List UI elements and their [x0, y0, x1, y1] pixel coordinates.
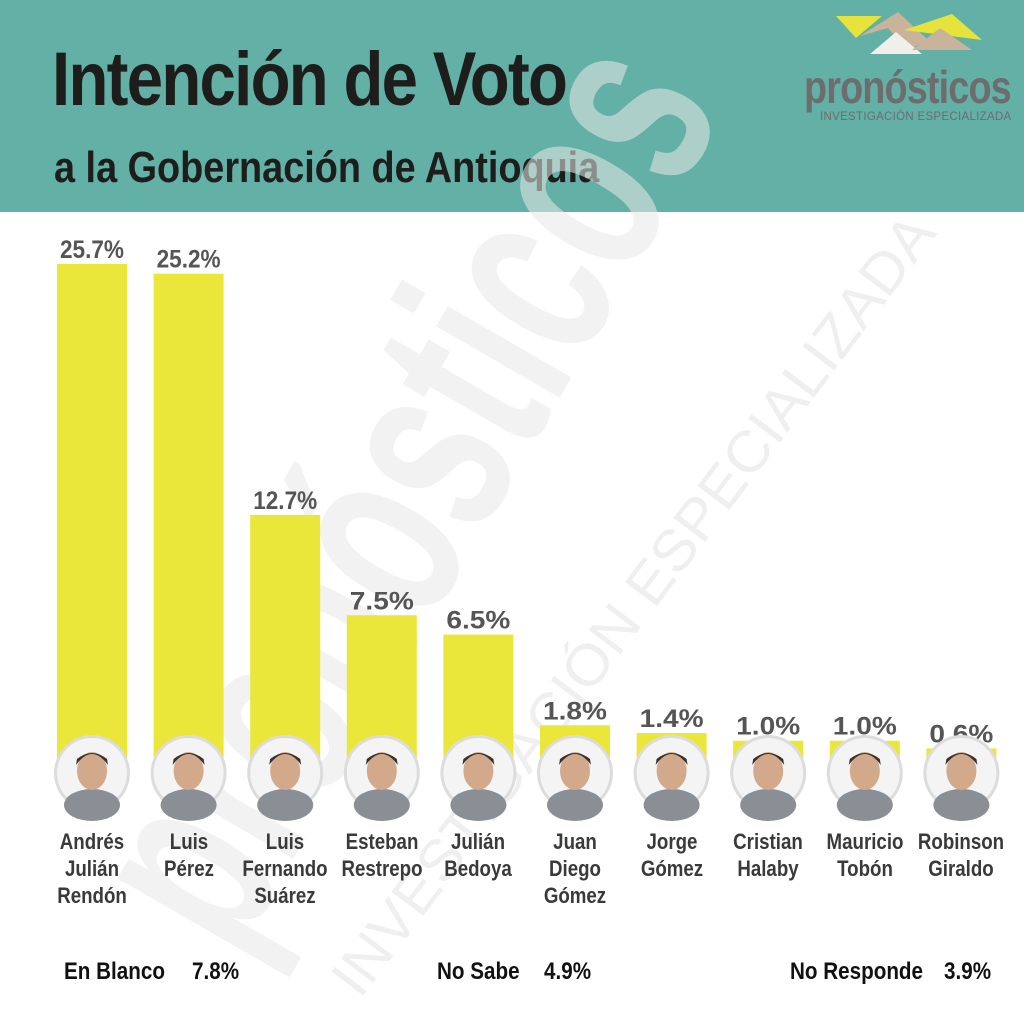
bar-value-label: 1.0%: [833, 713, 897, 741]
bar: [926, 748, 997, 760]
extra-label: No Responde: [790, 958, 924, 985]
candidate-name: Robinson Giraldo: [918, 829, 1005, 881]
bar: [57, 264, 127, 760]
candidate-name: Luis Pérez: [163, 829, 214, 881]
bar: [250, 514, 321, 760]
bar-value-label: 7.5%: [350, 587, 414, 615]
extra-label: En Blanco: [64, 958, 165, 985]
logo-wordmark: pronósticos: [804, 61, 1012, 113]
bar-value-label: 1.4%: [640, 705, 704, 733]
extra-no-sabe: No Sabe 4.9%: [437, 958, 591, 986]
extra-label: No Sabe: [437, 958, 520, 985]
bar: [733, 740, 804, 760]
candidate-name: Andrés Julián Rendón: [57, 829, 127, 908]
candidate-name: Juan Diego Gómez: [543, 829, 607, 908]
bar-value-label: 6.5%: [446, 607, 510, 635]
vote-intention-chart: 25.7% 25.2% 12.7% 7.5% 6.5% 1.8% 1.4% 1.0% 1.0% 0…: [57, 236, 997, 760]
candidate-name: Mauricio Tobón: [826, 829, 904, 881]
bar: [829, 740, 900, 760]
bar: [636, 732, 707, 760]
bar-value-label: 25.7%: [60, 236, 124, 264]
bar-value-label: 1.0%: [736, 713, 800, 741]
page-subtitle: a la Gobernación de Antioquia: [54, 143, 600, 192]
bar-value-label: 0.6%: [929, 720, 993, 748]
bar: [443, 634, 514, 760]
extra-no-responde: No Responde 3.9%: [790, 958, 991, 986]
logo-tagline: INVESTIGACIÓN ESPECIALIZADA: [820, 111, 1012, 123]
candidate-name: Cristian Halaby: [733, 829, 803, 881]
candidate-name: Luis Fernando Suárez: [242, 829, 328, 908]
extra-en-blanco: En Blanco 7.8%: [64, 958, 239, 986]
candidate-name: Jorge Gómez: [640, 829, 703, 881]
extra-value: 7.8%: [192, 958, 240, 985]
bar: [540, 725, 610, 760]
logo-mountains-icon: [836, 12, 982, 54]
header-banner: Intención de Voto a la Gobernación de An…: [0, 0, 1024, 212]
extra-value: 3.9%: [944, 958, 992, 985]
bar-value-label: 12.7%: [253, 487, 317, 515]
bar: [346, 615, 417, 760]
extra-value: 4.9%: [544, 958, 592, 985]
bar-value-label: 1.8%: [543, 697, 607, 725]
bar: [153, 273, 224, 760]
page-title: Intención de Voto: [52, 37, 568, 122]
bar-value-label: 25.2%: [157, 246, 221, 274]
candidate-name: Julián Bedoya: [444, 829, 513, 881]
candidate-name: Esteban Restrepo: [341, 829, 423, 881]
